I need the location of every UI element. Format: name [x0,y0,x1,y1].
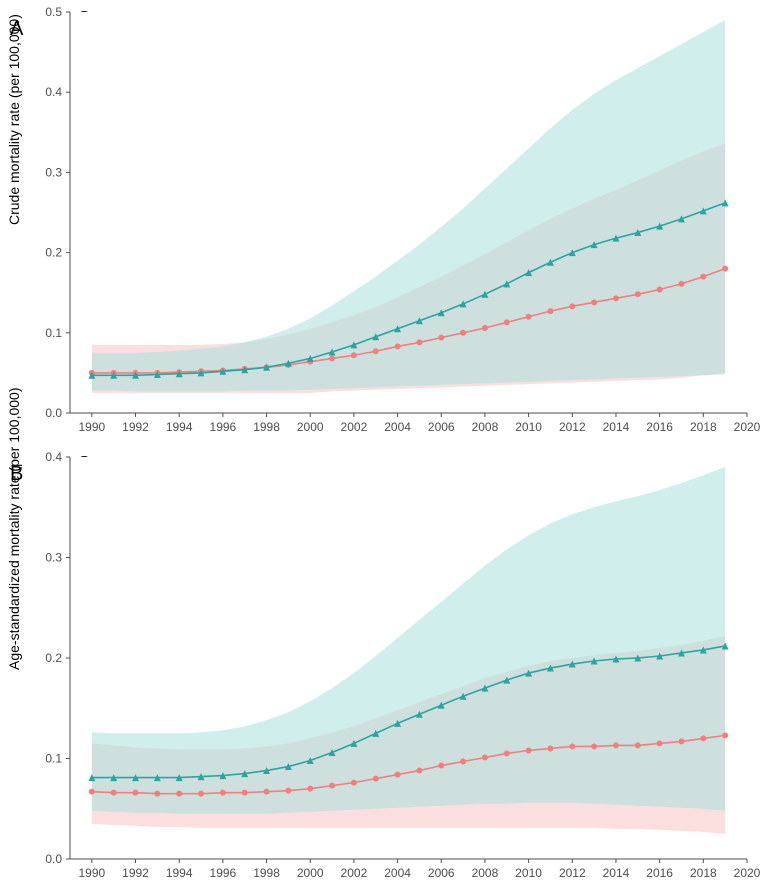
svg-text:2012: 2012 [559,866,586,880]
svg-text:2006: 2006 [428,866,455,880]
svg-text:2010: 2010 [515,420,542,434]
svg-text:2006: 2006 [428,420,455,434]
svg-text:0.1: 0.1 [45,752,62,766]
svg-text:2002: 2002 [341,420,368,434]
svg-text:0.4: 0.4 [45,450,62,464]
svg-text:0.2: 0.2 [45,651,62,665]
svg-text:1996: 1996 [210,866,237,880]
svg-text:1994: 1994 [166,866,193,880]
svg-text:1992: 1992 [122,866,149,880]
svg-text:0.0: 0.0 [45,852,62,866]
svg-text:2008: 2008 [472,866,499,880]
figure: A Sex Female Male 0.00.10.20.30.40.51990… [0,0,765,891]
svg-text:2020: 2020 [734,420,761,434]
svg-text:2016: 2016 [646,866,673,880]
svg-text:0.2: 0.2 [45,246,62,260]
svg-text:2000: 2000 [297,866,324,880]
svg-text:1996: 1996 [210,420,237,434]
panel-b-plot: 0.0 0.1 0.2 0.3 0.4 1990 1992 1994 1996 1998 2000 2… [0,445,765,891]
svg-text:0.4: 0.4 [45,85,62,99]
panel-a-ylabel: Crude mortality rate (per 100,000) [6,14,22,225]
svg-text:2002: 2002 [341,866,368,880]
panel-b: B Sex Female Male 0.00.10.20.30.41990199… [0,445,765,891]
svg-text:2014: 2014 [603,420,630,434]
panel-b-ylabel: Age-standardized mortality rate (per 100… [6,388,22,670]
svg-text:2014: 2014 [603,866,630,880]
svg-text:2000: 2000 [297,420,324,434]
svg-text:1990: 1990 [78,420,105,434]
panel-a-plot: 0.0 0.1 0.2 0.3 0.4 0.5 1990 1992 1994 1996 1998 20… [0,0,765,445]
svg-text:0.5: 0.5 [45,5,62,19]
svg-text:1998: 1998 [253,866,280,880]
svg-text:2008: 2008 [472,420,499,434]
svg-text:2012: 2012 [559,420,586,434]
svg-text:2018: 2018 [690,866,717,880]
svg-text:1990: 1990 [78,866,105,880]
svg-text:0.3: 0.3 [45,551,62,565]
svg-text:2004: 2004 [384,866,411,880]
svg-text:2018: 2018 [690,420,717,434]
svg-text:1992: 1992 [122,420,149,434]
svg-text:0.1: 0.1 [45,326,62,340]
svg-text:0.0: 0.0 [45,406,62,420]
panel-a: A Sex Female Male 0.00.10.20.30.40.51990… [0,0,765,445]
svg-text:2020: 2020 [734,866,761,880]
svg-text:1994: 1994 [166,420,193,434]
svg-text:0.3: 0.3 [45,165,62,179]
svg-text:1998: 1998 [253,420,280,434]
svg-text:2004: 2004 [384,420,411,434]
svg-text:2010: 2010 [515,866,542,880]
svg-text:2016: 2016 [646,420,673,434]
